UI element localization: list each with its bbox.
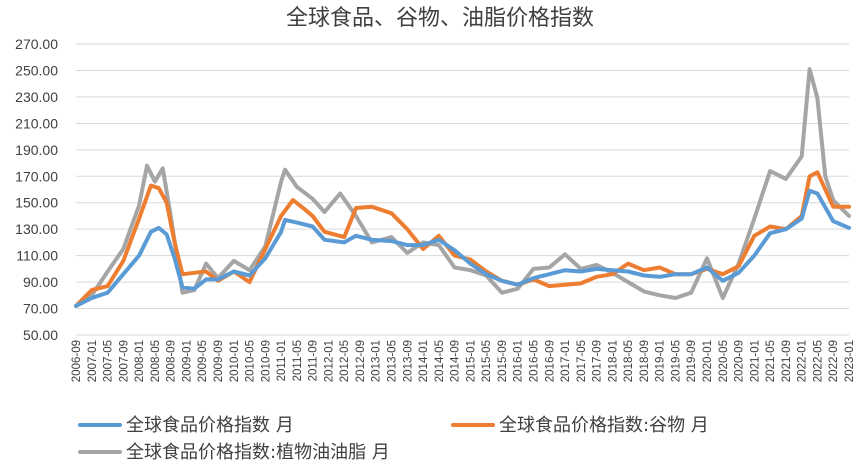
y-tick-label: 70.00 [23,301,58,317]
y-tick-label: 230.00 [15,89,58,105]
x-tick-label: 2021-01 [749,340,761,382]
y-tick-label: 270.00 [15,36,58,52]
x-tick-label: 2021-09 [781,340,793,382]
x-tick-label: 2010-05 [245,340,257,382]
x-tick-label: 2020-05 [718,340,730,382]
x-tick-label: 2010-09 [260,340,272,382]
y-tick-label: 50.00 [23,327,58,343]
x-tick-label: 2015-01 [465,340,477,382]
y-tick-label: 90.00 [23,274,58,290]
chart-title: 全球食品、谷物、油脂价格指数 [286,6,594,31]
x-tick-label: 2012-05 [339,340,351,382]
legend-label: 全球食品价格指数:植物油油脂 月 [126,442,390,463]
x-tick-label: 2007-05 [103,340,115,382]
x-tick-label: 2019-01 [655,340,667,382]
x-tick-label: 2015-09 [497,340,509,382]
legend-label: 全球食品价格指数:谷物 月 [499,415,709,436]
series-line-1 [74,170,851,308]
x-tick-label: 2019-05 [670,340,682,382]
x-tick-label: 2016-09 [544,340,556,382]
x-tick-label: 2017-05 [576,340,588,382]
x-tick-label: 2009-09 [213,340,225,382]
x-tick-label: 2016-05 [528,340,540,382]
x-tick-label: 2007-09 [118,340,130,382]
x-tick-label: 2022-09 [828,340,840,382]
x-tick-label: 2011-09 [308,340,320,381]
x-tick-label: 2006-09 [71,340,83,382]
x-tick-label: 2008-01 [134,340,146,382]
x-tick-label: 2021-05 [765,340,777,382]
x-tick-label: 2022-05 [812,340,824,382]
y-tick-label: 170.00 [15,168,58,184]
x-tick-label: 2013-01 [371,340,383,382]
x-tick-label: 2013-09 [402,340,414,382]
x-axis-tick-labels: 2006-09 2007-01 2007-05 2007-09 2008-01 2008-… [71,340,856,382]
x-tick-label: 2023-01 [844,340,856,382]
x-tick-label: 2009-01 [181,340,193,382]
x-tick-label: 2007-01 [87,340,99,382]
series-lines [74,67,851,308]
x-tick-label: 2014-09 [450,340,462,382]
legend-label: 全球食品价格指数 月 [126,415,294,436]
y-axis-tick-labels: 50.00 70.00 90.00 110.00 130.00 150.00 170.00 1… [15,36,58,343]
x-tick-label: 2018-05 [623,340,635,382]
series-line-0 [74,188,851,308]
x-tick-label: 2017-01 [560,340,572,382]
x-tick-label: 2012-09 [355,340,367,382]
x-tick-label: 2020-09 [734,340,746,382]
y-tick-label: 190.00 [15,142,58,158]
y-tick-label: 110.00 [16,248,58,264]
x-tick-label: 2013-05 [387,340,399,382]
x-tick-label: 2017-09 [592,340,604,382]
x-tick-label: 2014-01 [418,340,430,382]
x-tick-label: 2015-05 [481,340,493,382]
x-tick-label: 2016-01 [513,340,525,382]
x-tick-label: 2014-05 [434,340,446,382]
x-tick-label: 2009-05 [197,340,209,382]
x-tick-label: 2010-01 [229,340,241,382]
x-tick-label: 2020-01 [702,340,714,382]
x-tick-label: 2012-01 [323,340,335,382]
x-tick-label: 2019-09 [686,340,698,382]
y-tick-label: 130.00 [15,221,58,237]
y-tick-label: 150.00 [15,195,58,211]
x-tick-label: 2011-01 [276,340,288,381]
y-tick-label: 210.00 [15,115,58,131]
x-tick-label: 2022-01 [797,340,809,382]
x-tick-label: 2018-09 [639,340,651,382]
x-tick-label: 2018-01 [607,340,619,382]
x-tick-label: 2008-09 [166,340,178,382]
x-tick-label: 2008-05 [150,340,162,382]
x-tick-label: 2011-05 [292,340,304,381]
y-tick-label: 250.00 [15,62,58,78]
